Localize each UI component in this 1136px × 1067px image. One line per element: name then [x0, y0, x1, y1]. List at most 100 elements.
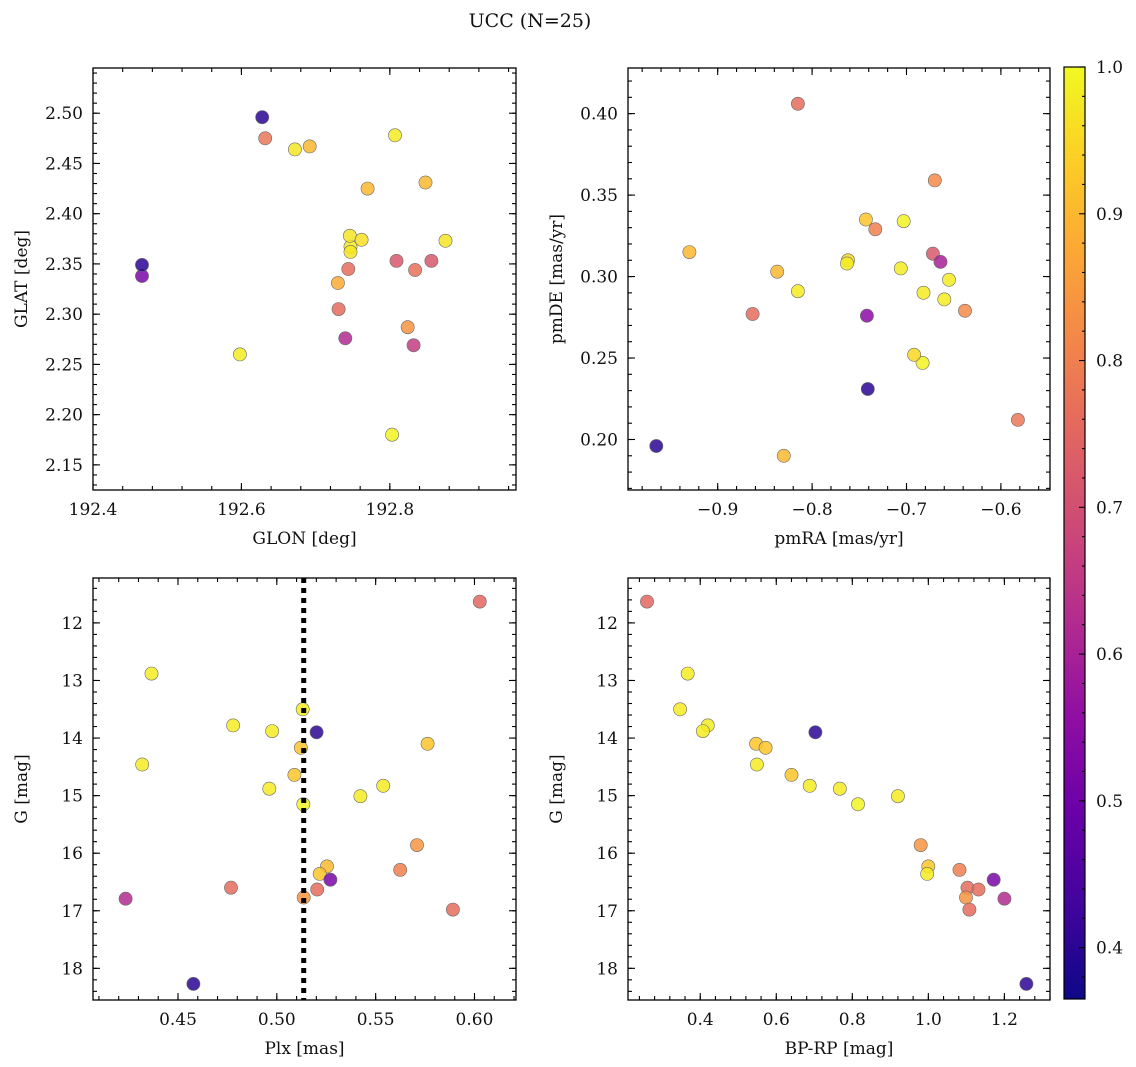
y-tick-label: 2.50 [45, 104, 83, 124]
data-point [262, 781, 277, 796]
series-points [640, 594, 1034, 991]
data-point [750, 757, 764, 772]
data-point [312, 867, 327, 881]
data-point [770, 264, 785, 279]
data-point [891, 789, 905, 804]
data-point [791, 96, 805, 111]
data-point [393, 863, 408, 877]
x-tick-label: 0.6 [763, 1010, 790, 1030]
colorbar-tick-label: 0.7 [1096, 498, 1123, 518]
data-point [802, 778, 817, 793]
data-point [832, 781, 847, 796]
data-point [907, 347, 921, 362]
panel-plx-g: 0.45 0.50 0.55 0.60 12 13 14 15 16 17 18 Plx [mas] G… [12, 577, 517, 1059]
y-tick-label: 2.35 [45, 255, 83, 275]
y-tick-label: 0.40 [580, 105, 618, 125]
x-tick-label: 0.60 [456, 1010, 494, 1030]
y-tick-label: 14 [61, 729, 83, 749]
colorbar-gradient [1063, 66, 1086, 1000]
data-point [1019, 977, 1034, 991]
data-point [962, 902, 977, 917]
x-axis-label: GLON [deg] [252, 529, 356, 549]
data-point [952, 863, 967, 877]
y-axis-label: G [mag] [547, 754, 567, 823]
y-tick-label: 2.45 [45, 154, 83, 174]
y-tick-label: 12 [596, 614, 618, 634]
y-axis-label: GLAT [deg] [12, 230, 32, 328]
y-tick-label: 17 [61, 902, 83, 922]
y-tick-label: 0.35 [580, 186, 618, 206]
colorbar-tick-label: 0.8 [1096, 352, 1123, 372]
data-point [144, 666, 159, 681]
data-point [896, 214, 911, 229]
figure-title: UCC (N=25) [469, 10, 592, 32]
colorbar-tick-label: 1.0 [1096, 58, 1123, 78]
colorbar: 0.4 0.5 0.6 0.7 0.8 0.9 1.0 [1063, 58, 1123, 1000]
data-point [258, 131, 273, 146]
data-point [893, 261, 908, 276]
data-point [360, 181, 375, 196]
data-point [385, 427, 399, 442]
y-axis-label: G [mag] [12, 754, 32, 823]
data-point [915, 355, 930, 370]
data-point [342, 228, 357, 243]
data-point [389, 253, 404, 268]
data-point [265, 724, 279, 738]
data-point [323, 872, 338, 887]
colorbar-tick-label: 0.5 [1096, 792, 1123, 812]
data-point [135, 757, 150, 772]
x-axis-label: BP-RP [mag] [785, 1039, 894, 1059]
data-point [408, 263, 422, 277]
x-tick-label: 1.2 [991, 1010, 1018, 1030]
y-axis-label: pmDE [mas/yr] [547, 214, 567, 344]
x-tick-label: 1.0 [915, 1010, 942, 1030]
x-tick-label: −0.7 [886, 500, 927, 520]
x-tick-label: 192.6 [217, 500, 266, 520]
data-point [933, 254, 948, 269]
y-tick-label: 2.25 [45, 355, 83, 375]
data-point [640, 594, 654, 609]
data-point [1011, 412, 1025, 427]
data-point [958, 303, 972, 318]
y-tick-label: 0.20 [580, 430, 618, 450]
data-point [341, 262, 356, 276]
y-tick-label: 2.20 [45, 406, 83, 426]
data-point [745, 307, 760, 321]
data-point [673, 702, 687, 717]
data-point [927, 173, 942, 188]
data-point [840, 256, 854, 271]
y-tick-label: 12 [61, 614, 83, 634]
colorbar-tick-label: 0.4 [1096, 939, 1123, 959]
data-point [354, 232, 369, 247]
data-point [331, 302, 346, 316]
data-point [287, 142, 302, 157]
data-point [410, 838, 424, 852]
data-point [916, 285, 931, 300]
data-point [913, 838, 928, 852]
data-point [135, 257, 149, 272]
y-tick-label: 18 [596, 959, 618, 979]
data-point [937, 292, 952, 307]
x-tick-label: 192.8 [366, 500, 415, 520]
x-tick-label: 192.4 [69, 500, 118, 520]
panel-glon-glat: 192.4 192.6 192.8 2.15 2.20 2.25 2.30 2.35 2.40 2… [12, 67, 517, 549]
colorbar-tick-label: 0.6 [1096, 645, 1123, 665]
data-point [920, 867, 935, 881]
data-point [118, 891, 133, 906]
data-point [226, 718, 240, 733]
x-tick-label: 0.50 [258, 1010, 296, 1030]
x-axis-label: Plx [mas] [264, 1039, 344, 1059]
data-point [224, 880, 238, 895]
y-tick-label: 14 [596, 729, 618, 749]
panel-pmra-pmde: −0.9 −0.8 −0.7 −0.6 0.20 0.25 0.30 0.35 0.40 pmRA… [547, 67, 1051, 549]
data-point [388, 128, 402, 143]
y-tick-label: 0.25 [580, 349, 618, 369]
data-point [418, 175, 433, 190]
data-point [310, 882, 325, 897]
data-point [424, 253, 439, 268]
axes-frame [92, 67, 517, 491]
x-tick-label: −0.8 [791, 500, 832, 520]
data-point [309, 725, 324, 740]
data-point [376, 778, 391, 793]
